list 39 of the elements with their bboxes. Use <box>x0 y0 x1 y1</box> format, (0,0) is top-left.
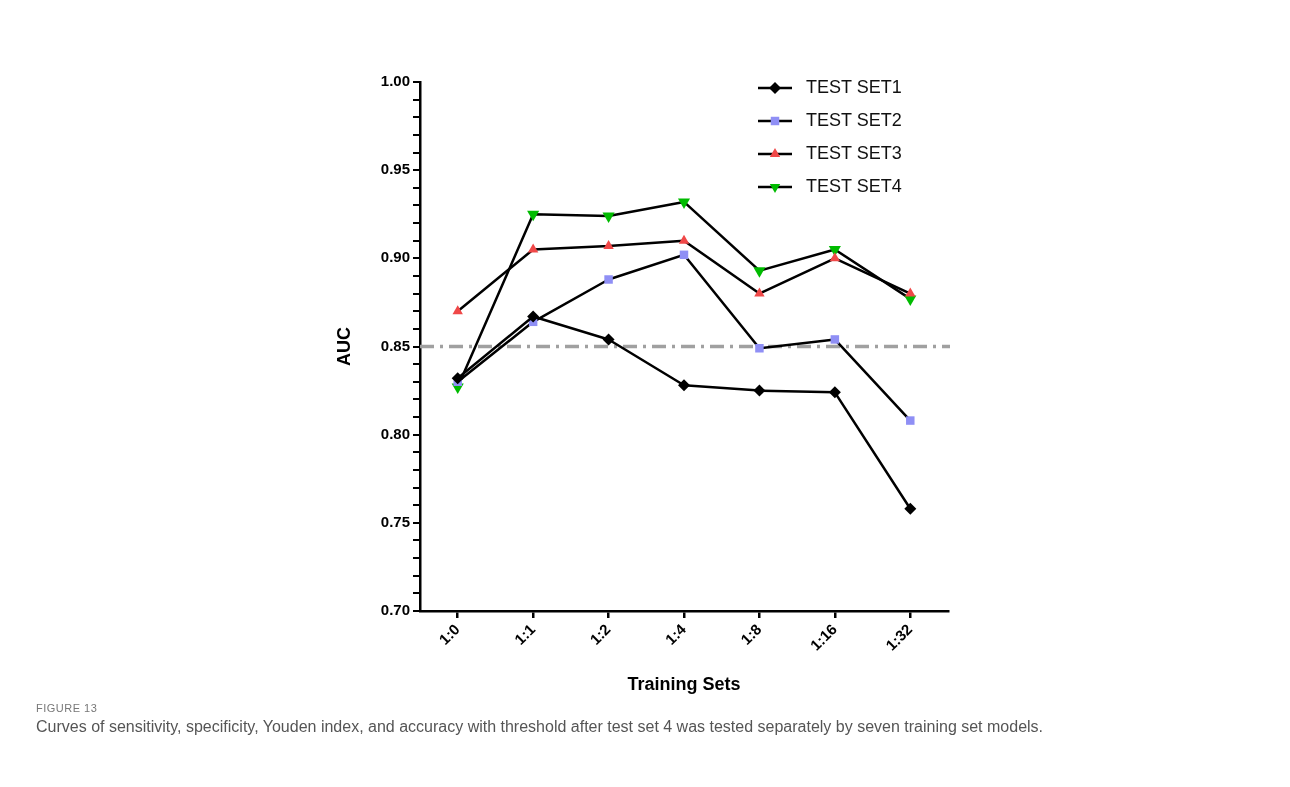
point <box>754 287 765 297</box>
legend-label: TEST SET3 <box>806 142 902 163</box>
legend-label: TEST SET1 <box>806 76 902 97</box>
y-tick-label: 0.70 <box>380 601 410 619</box>
y-tick-label: 0.90 <box>380 248 410 266</box>
point <box>753 267 766 278</box>
point <box>829 252 841 262</box>
point <box>755 344 764 353</box>
y-tick-label: 0.95 <box>380 160 410 178</box>
point <box>828 386 841 399</box>
y-tick-label: 0.85 <box>380 336 410 354</box>
y-axis-title: AUC <box>333 327 354 366</box>
point <box>527 243 539 253</box>
point <box>527 310 540 323</box>
y-tick-label: 1.00 <box>380 72 410 90</box>
x-tick-label: 1:2 <box>586 620 614 648</box>
point <box>677 198 691 209</box>
y-tick-label: 0.80 <box>380 424 410 442</box>
point <box>830 335 840 344</box>
x-tick-label: 1:4 <box>661 619 690 648</box>
point <box>905 287 916 297</box>
legend-label: TEST SET2 <box>806 109 902 130</box>
x-tick-label: 1:0 <box>435 620 463 648</box>
x-axis-title: Training Sets <box>627 674 741 695</box>
x-tick-label: 1:8 <box>737 620 765 648</box>
legend-label: TEST SET4 <box>806 175 902 196</box>
point <box>452 305 463 315</box>
point <box>451 372 464 385</box>
point <box>904 502 917 515</box>
point <box>753 384 766 397</box>
point <box>678 379 690 392</box>
caption: FIGURE 13 <box>36 702 99 714</box>
text: Curves of sensitivity, specificity, Youden index, and accuracy with threshold after test set 4 was tested separately by seven training set models. <box>36 718 1045 736</box>
point <box>906 416 915 425</box>
point <box>602 333 615 346</box>
point <box>604 275 613 284</box>
x-tick-label: 1:1 <box>510 620 539 648</box>
point <box>527 210 540 222</box>
y-tick-label: 0.75 <box>380 512 410 530</box>
